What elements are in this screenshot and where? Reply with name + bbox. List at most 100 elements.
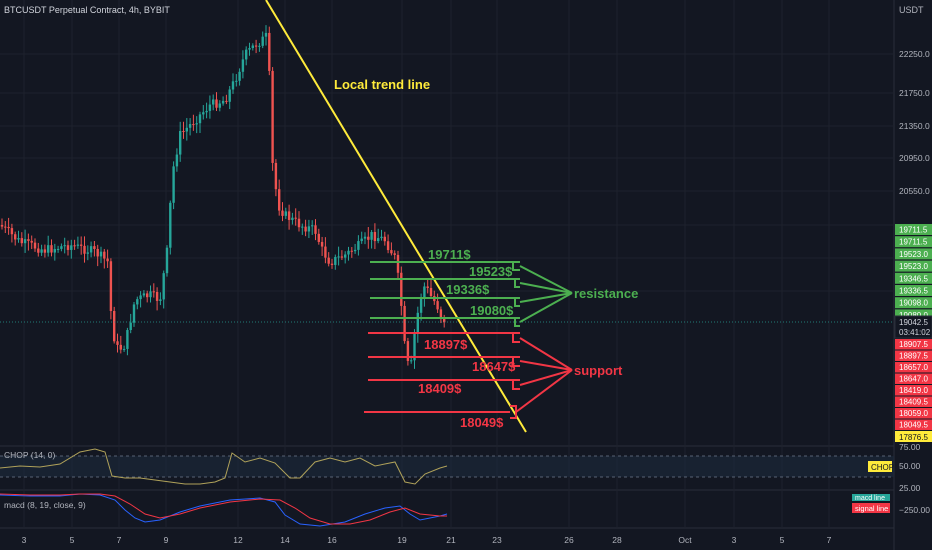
candle-body-105 bbox=[347, 250, 350, 255]
candle-body-97 bbox=[320, 241, 324, 247]
candle-body-1 bbox=[4, 226, 7, 228]
support-bracket-1 bbox=[512, 332, 520, 343]
candle-body-93 bbox=[307, 226, 311, 232]
candle-body-119 bbox=[393, 253, 396, 255]
candle-body-91 bbox=[301, 226, 304, 228]
candle-body-7 bbox=[23, 239, 27, 244]
time-axis[interactable]: 3 5 7 9 12 14 16 19 21 23 26 28 Oct 3 5 7 bbox=[22, 535, 832, 545]
macd-line bbox=[0, 493, 448, 527]
candle-body-29 bbox=[96, 248, 99, 257]
green-tag-6: 19098.0 bbox=[899, 299, 928, 308]
candle-body-113 bbox=[373, 232, 377, 242]
candle-body-38 bbox=[126, 330, 129, 349]
candle-body-66 bbox=[218, 103, 221, 108]
support-arrow-2 bbox=[519, 360, 573, 371]
candle-body-121 bbox=[400, 272, 403, 306]
price-tick-5: 20550.0 bbox=[899, 186, 930, 196]
candle-body-104 bbox=[344, 254, 347, 258]
resistance-label: resistance bbox=[574, 286, 638, 301]
candle-body-72 bbox=[238, 71, 241, 81]
green-tag-bg-4 bbox=[895, 272, 932, 284]
red-tag-bg-3 bbox=[895, 373, 932, 384]
candle-body-14 bbox=[47, 245, 50, 253]
candle-body-26 bbox=[86, 252, 89, 254]
candle-body-134 bbox=[443, 317, 446, 323]
candle-body-84 bbox=[278, 189, 281, 211]
candle-body-27 bbox=[89, 246, 93, 253]
candle-body-37 bbox=[122, 348, 126, 350]
time-label-5: 14 bbox=[280, 535, 290, 545]
chop-series-line bbox=[0, 448, 448, 485]
support-level-2: 18647$ bbox=[472, 359, 516, 374]
time-label-13: 3 bbox=[732, 535, 737, 545]
chop-tick-50: 50.00 bbox=[899, 461, 921, 471]
green-tag-bg-5 bbox=[895, 285, 932, 296]
resistance-level-1: 19711$ bbox=[428, 247, 471, 262]
candle-body-30 bbox=[99, 251, 103, 257]
price-tick-4: 20950.0 bbox=[899, 153, 930, 163]
time-label-11: 28 bbox=[612, 535, 622, 545]
candle-body-33 bbox=[109, 261, 113, 311]
candle-body-82 bbox=[271, 70, 274, 163]
candle-body-96 bbox=[317, 233, 320, 242]
candle-body-6 bbox=[20, 238, 23, 244]
candle-body-22 bbox=[73, 245, 76, 247]
candle-body-101 bbox=[334, 256, 337, 265]
candle-body-120 bbox=[396, 254, 400, 273]
candle-body-100 bbox=[330, 263, 334, 265]
candle-body-20 bbox=[66, 245, 70, 250]
symbol-title[interactable]: BTCUSDT Perpetual Contract, 4h, BYBIT bbox=[4, 5, 170, 15]
macd-line-tag-bg bbox=[852, 494, 890, 501]
current-price-tag: 19042.5 bbox=[899, 318, 928, 327]
trend-line[interactable] bbox=[265, 0, 527, 433]
red-tag-bg-7 bbox=[895, 419, 932, 430]
candle-body-98 bbox=[324, 246, 327, 258]
candle-body-34 bbox=[113, 310, 116, 342]
red-tag-1: 18897.5 bbox=[899, 352, 928, 361]
candle-body-76 bbox=[251, 45, 254, 49]
candle-body-54 bbox=[179, 131, 182, 155]
candle-body-44 bbox=[146, 293, 149, 298]
candle-body-49 bbox=[162, 273, 165, 300]
candle-body-106 bbox=[350, 250, 353, 252]
candle-body-56 bbox=[185, 127, 188, 132]
green-tag-7: 19080.0 bbox=[899, 311, 928, 320]
candle-body-21 bbox=[70, 245, 73, 250]
candle-body-111 bbox=[367, 236, 370, 240]
candle-body-90 bbox=[297, 218, 301, 228]
green-tag-bg-7 bbox=[895, 309, 932, 321]
macd-label[interactable]: macd (8, 19, close, 9) bbox=[4, 500, 86, 510]
trend-line-label: Local trend line bbox=[334, 77, 430, 92]
price-tick-3: 21350.0 bbox=[899, 121, 930, 131]
candle-body-107 bbox=[353, 249, 357, 252]
candle-body-51 bbox=[169, 202, 172, 248]
resistance-arrow-2 bbox=[519, 282, 573, 294]
candle-body-126 bbox=[416, 312, 419, 334]
green-tag-2: 19523.0 bbox=[899, 250, 928, 259]
resistance-bracket-2 bbox=[514, 278, 520, 288]
resistance-arrow-3 bbox=[519, 292, 573, 303]
candle-body-52 bbox=[172, 166, 175, 203]
candle-body-4 bbox=[14, 234, 17, 240]
candle-body-70 bbox=[231, 81, 235, 90]
candle-body-110 bbox=[363, 236, 367, 239]
time-label-2: 7 bbox=[117, 535, 122, 545]
candle-body-130 bbox=[429, 287, 433, 297]
candle-body-112 bbox=[370, 232, 373, 240]
candle-body-81 bbox=[268, 32, 271, 71]
resistance-lines bbox=[370, 261, 573, 327]
candle-body-77 bbox=[254, 45, 258, 47]
candle-body-10 bbox=[33, 242, 37, 249]
candle-body-16 bbox=[53, 249, 56, 253]
candle-body-17 bbox=[56, 248, 60, 250]
candle-body-48 bbox=[159, 299, 162, 301]
resistance-bracket-3 bbox=[514, 297, 520, 307]
candle-body-68 bbox=[225, 100, 228, 102]
support-arrow-4 bbox=[515, 369, 573, 413]
price-axis[interactable]: 22250.0 21750.0 21350.0 20950.0 20550.0 bbox=[899, 49, 930, 196]
candle-body-75 bbox=[248, 48, 251, 50]
chop-label[interactable]: CHOP (14, 0) bbox=[4, 450, 56, 460]
countdown-tag: 03:41:02 bbox=[899, 328, 931, 337]
yellow-price-tag-bg bbox=[895, 431, 932, 442]
